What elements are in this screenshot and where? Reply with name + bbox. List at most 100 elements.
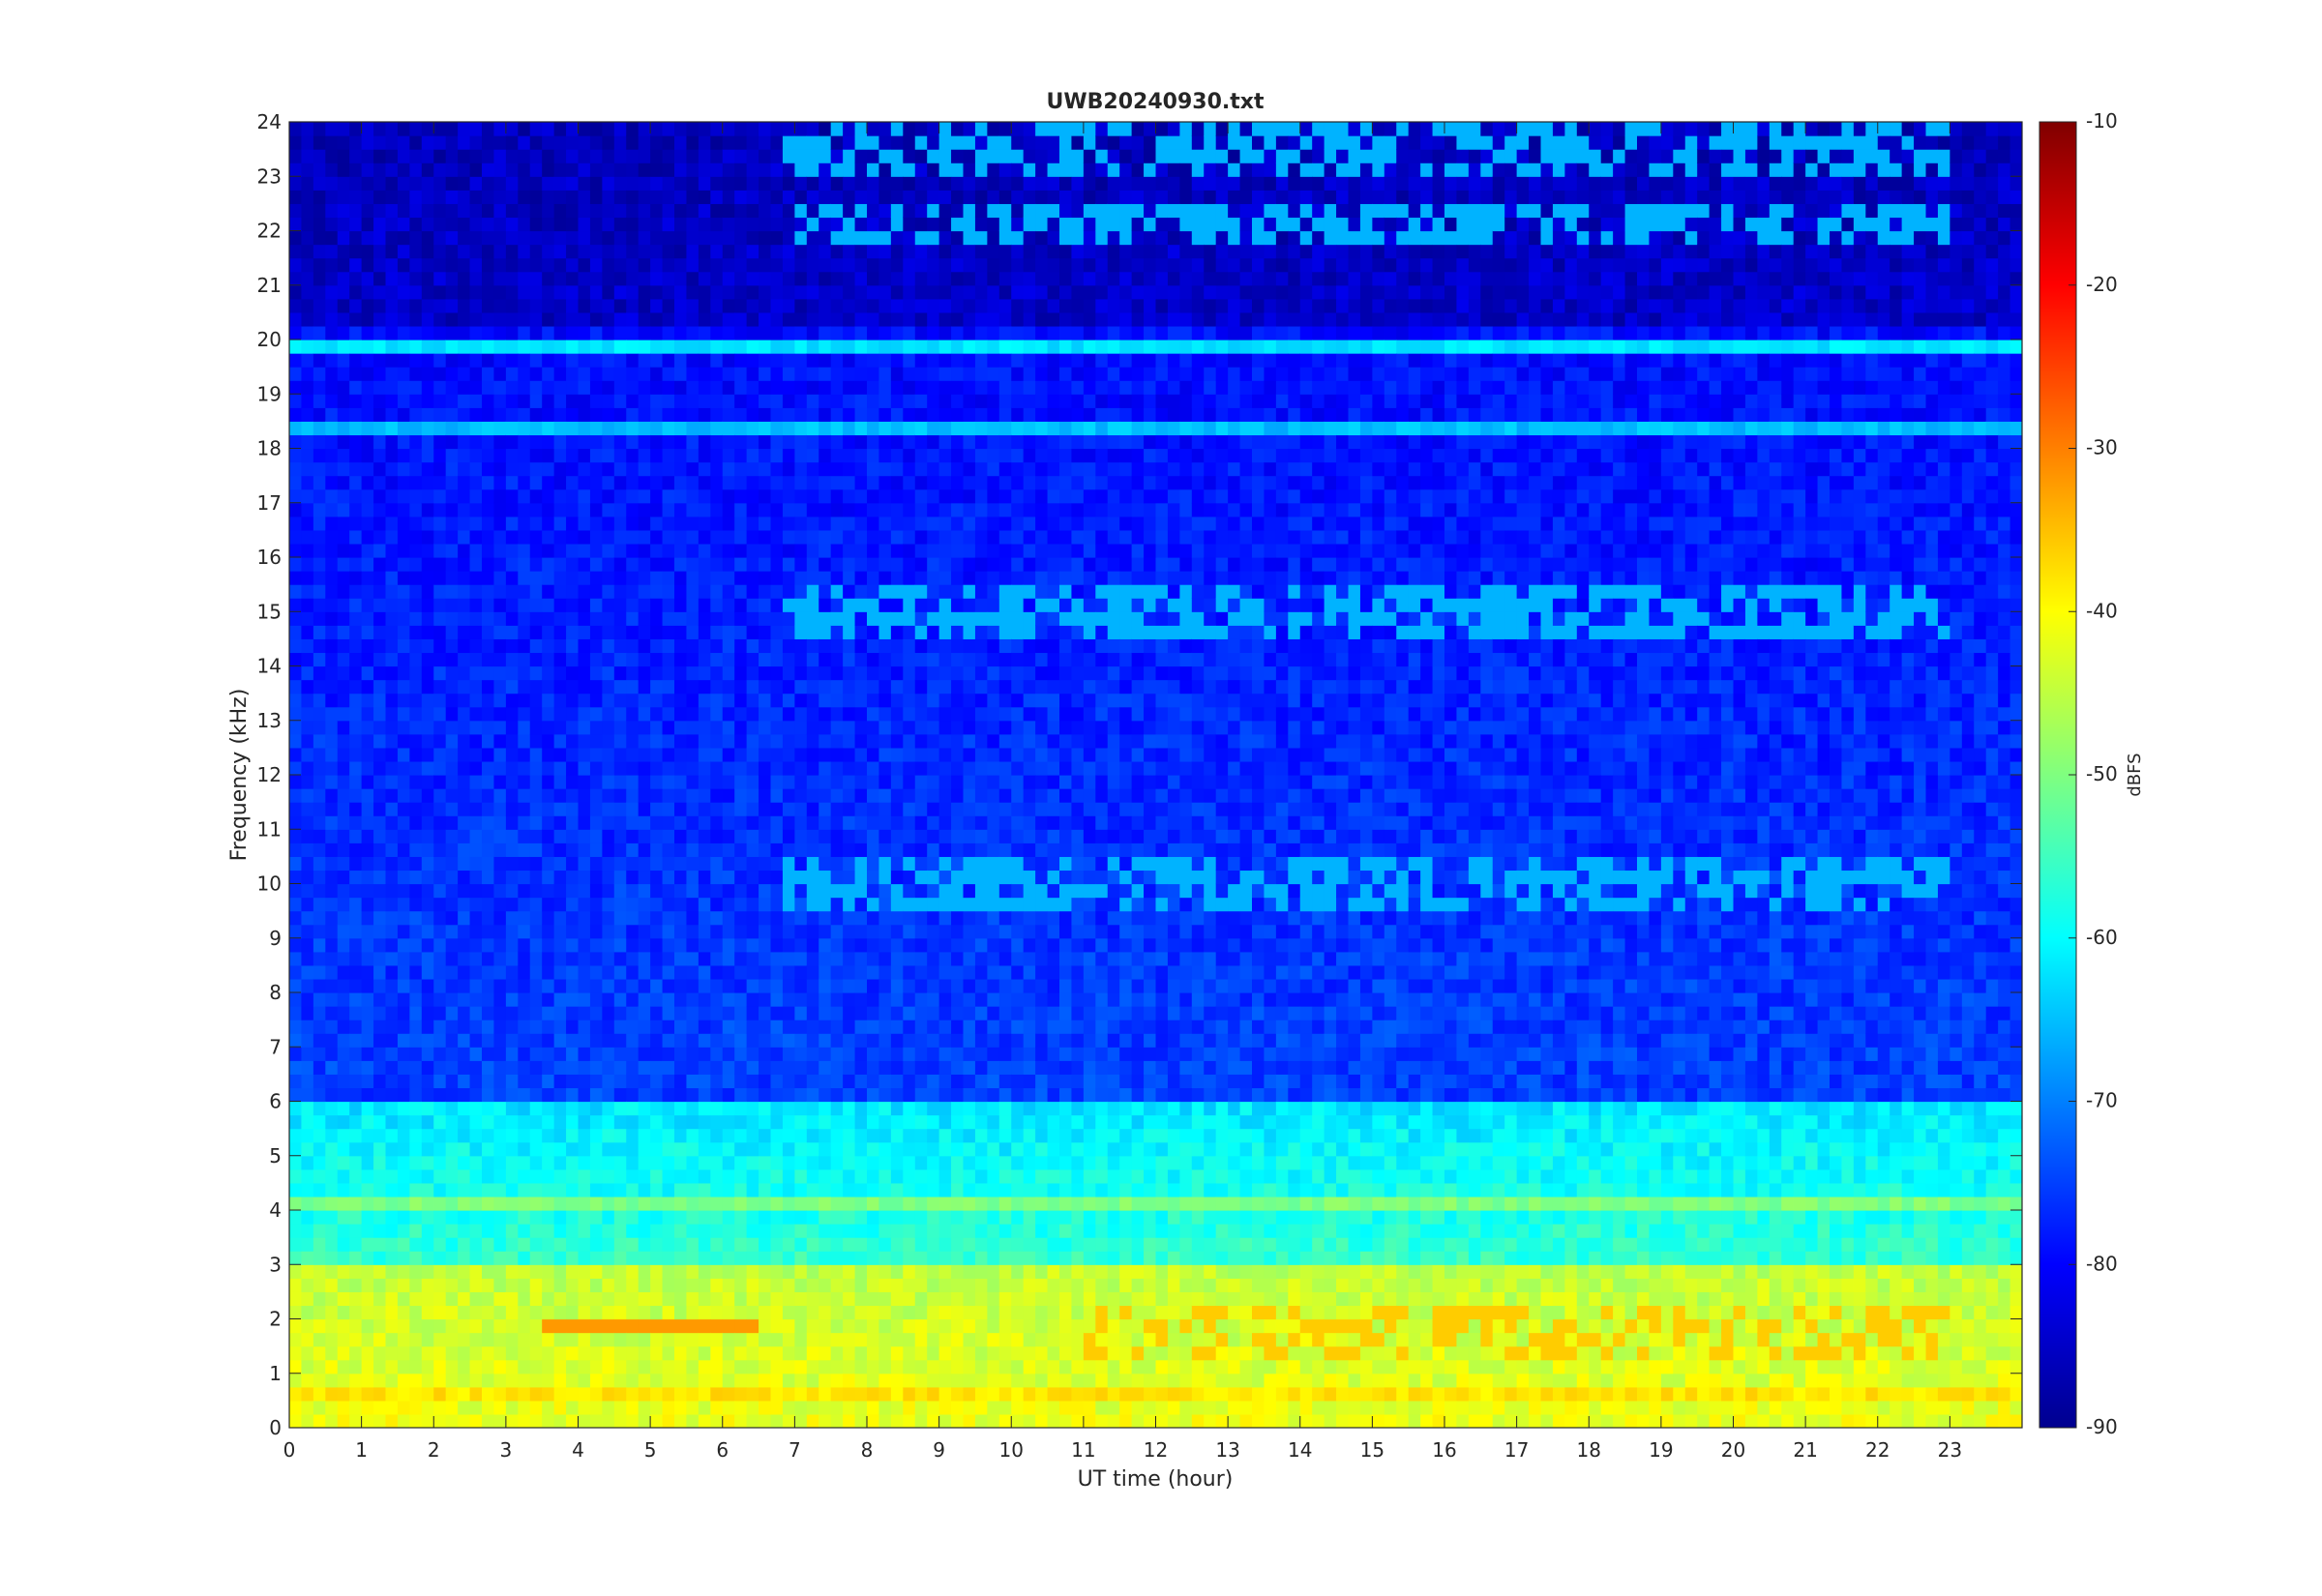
heatmap-cell <box>626 217 640 232</box>
heatmap-cell <box>433 775 447 789</box>
heatmap-cell <box>493 829 507 843</box>
heatmap-cell <box>301 815 314 830</box>
heatmap-cell <box>746 910 759 926</box>
heatmap-cell <box>650 1168 664 1184</box>
heatmap-cell <box>566 1278 580 1292</box>
heatmap-cell <box>542 271 555 286</box>
heatmap-cell <box>349 802 363 816</box>
heatmap-cell <box>759 190 772 204</box>
heatmap-cell <box>903 951 916 966</box>
heatmap-cell <box>878 1345 892 1361</box>
heatmap-cell <box>518 1196 531 1211</box>
heatmap-cell <box>505 434 519 450</box>
heatmap-cell <box>313 1386 326 1402</box>
heatmap-cell <box>349 557 363 572</box>
heatmap-cell <box>589 1345 603 1361</box>
heatmap-cell <box>566 516 580 531</box>
heatmap-cell <box>794 706 808 722</box>
heatmap-cell <box>349 325 363 340</box>
heatmap-cell <box>794 557 808 572</box>
heatmap-cell <box>542 883 555 899</box>
heatmap-cell <box>433 1318 447 1334</box>
heatmap-cell <box>578 652 591 667</box>
heatmap-cell <box>445 190 459 204</box>
heatmap-cell <box>650 488 664 504</box>
heatmap-cell <box>553 190 567 204</box>
heatmap-cell <box>373 244 387 259</box>
heatmap-cell <box>613 271 627 286</box>
heatmap-cell <box>613 461 627 477</box>
heatmap-cell <box>325 135 339 150</box>
heatmap-cell <box>806 706 819 722</box>
heatmap-cell <box>529 1332 543 1347</box>
heatmap-cell <box>794 461 808 477</box>
heatmap-cell <box>529 1359 543 1374</box>
heatmap-cell <box>819 1128 832 1143</box>
heatmap-cell <box>589 1033 603 1048</box>
heatmap-cell <box>542 461 555 477</box>
heatmap-cell <box>613 802 627 816</box>
heatmap-cell <box>313 135 326 150</box>
heatmap-cell <box>626 1141 640 1157</box>
heatmap-cell <box>313 461 326 477</box>
heatmap-cell <box>843 1155 856 1170</box>
heatmap-cell <box>770 1291 784 1307</box>
heatmap-cell <box>349 149 363 163</box>
heatmap-cell <box>638 1155 651 1170</box>
heatmap-cell <box>782 937 795 953</box>
heatmap-cell <box>830 842 844 857</box>
heatmap-cell <box>759 1318 772 1334</box>
heatmap-cell <box>542 638 555 654</box>
heatmap-cell <box>746 190 759 204</box>
heatmap-cell <box>613 163 627 177</box>
heatmap-cell <box>409 1210 423 1225</box>
heatmap-cell <box>602 1318 615 1334</box>
heatmap-cell <box>890 475 904 490</box>
heatmap-cell <box>890 380 904 395</box>
heatmap-cell <box>903 516 916 531</box>
heatmap-cell <box>337 584 350 599</box>
heatmap-cell <box>626 340 640 354</box>
heatmap-cell <box>734 1305 748 1320</box>
heatmap-cell <box>469 897 483 912</box>
heatmap-cell <box>830 284 844 300</box>
heatmap-cell <box>782 203 795 219</box>
heatmap-cell <box>469 1141 483 1157</box>
heatmap-cell <box>553 475 567 490</box>
heatmap-cell <box>325 1210 339 1225</box>
heatmap-cell <box>613 992 627 1007</box>
heatmap-cell <box>529 910 543 926</box>
heatmap-cell <box>301 190 314 204</box>
heatmap-cell <box>674 461 688 477</box>
heatmap-cell <box>337 380 350 395</box>
heatmap-cell <box>806 1373 819 1388</box>
heatmap-cell <box>482 856 495 872</box>
heatmap-cell <box>361 679 374 695</box>
heatmap-cell <box>493 203 507 219</box>
heatmap-cell <box>782 448 795 463</box>
heatmap-cell <box>421 502 434 517</box>
heatmap-cell <box>518 842 531 857</box>
heatmap-cell <box>613 1224 627 1238</box>
heatmap-cell <box>698 1033 711 1048</box>
heatmap-cell <box>806 598 819 612</box>
heatmap-cell <box>397 775 410 789</box>
heatmap-cell <box>505 325 519 340</box>
heatmap-cell <box>337 802 350 816</box>
heatmap-cell <box>482 244 495 259</box>
heatmap-cell <box>325 584 339 599</box>
heatmap-cell <box>301 353 314 368</box>
heatmap-cell <box>734 394 748 408</box>
heatmap-cell <box>843 802 856 816</box>
heatmap-cell <box>433 638 447 654</box>
heatmap-cell <box>409 611 423 626</box>
heatmap-cell <box>469 598 483 612</box>
heatmap-cell <box>710 1251 724 1265</box>
heatmap-cell <box>830 257 844 273</box>
heatmap-cell <box>313 353 326 368</box>
heatmap-cell <box>698 638 711 654</box>
heatmap-cell <box>626 475 640 490</box>
heatmap-cell <box>782 1074 795 1089</box>
heatmap-cell <box>589 557 603 572</box>
heatmap-cell <box>782 516 795 531</box>
